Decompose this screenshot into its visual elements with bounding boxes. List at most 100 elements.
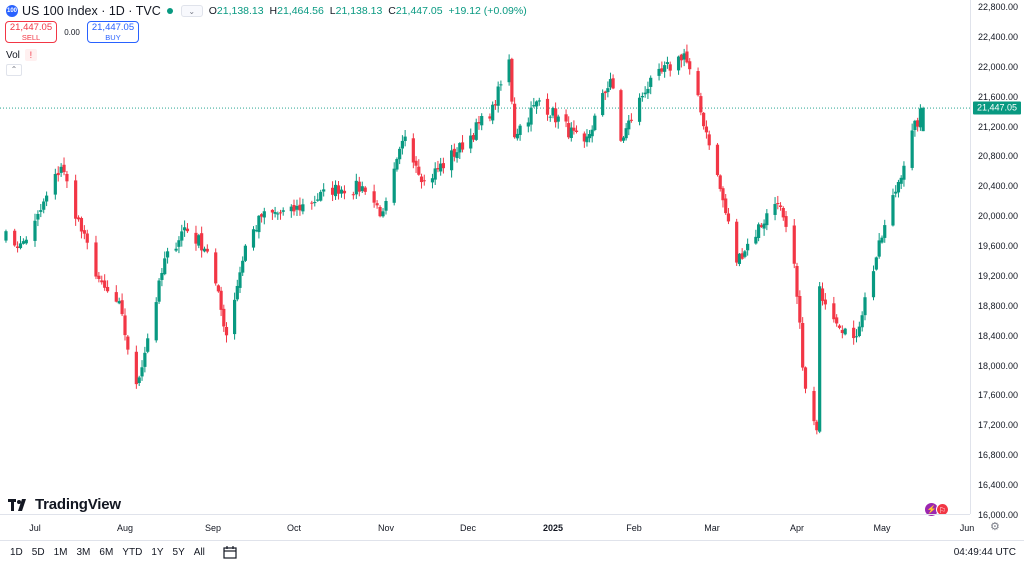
candlestick-chart[interactable]: [0, 0, 970, 514]
us-flag-event-icon[interactable]: ⚐: [936, 503, 949, 516]
range-all-button[interactable]: All: [193, 547, 205, 558]
candle-body: [270, 209, 274, 213]
candle-body: [419, 176, 424, 183]
candle-body: [759, 225, 763, 228]
candle-body: [281, 210, 285, 212]
trade-buttons: 21,447.05 SELL 0.00 21,447.05 BUY: [5, 21, 139, 43]
lightning-event-icon[interactable]: ⚡: [925, 503, 938, 516]
candle-body: [233, 299, 237, 335]
candle-body: [21, 241, 25, 244]
range-6m-button[interactable]: 6M: [99, 547, 114, 558]
candle-body: [913, 120, 917, 131]
candle-body: [765, 213, 769, 226]
candle-body: [39, 210, 43, 212]
sell-price: 21,447.05: [9, 22, 53, 33]
range-ytd-button[interactable]: YTD: [122, 547, 143, 558]
candle-body: [640, 95, 644, 98]
candle-body: [832, 303, 836, 320]
time-tick: Apr: [789, 523, 805, 533]
warning-icon[interactable]: !: [24, 49, 37, 61]
candle-body: [238, 272, 242, 288]
utc-clock[interactable]: 04:49:44 UTC: [953, 547, 1016, 558]
candle-body: [757, 224, 761, 238]
candle-body: [76, 217, 81, 220]
candle-body: [414, 160, 418, 166]
candle-body: [36, 213, 40, 220]
candle-body: [216, 285, 220, 292]
candle-body: [857, 326, 861, 337]
candle-body: [222, 308, 226, 327]
candle-body: [257, 215, 261, 233]
candle-body: [815, 421, 819, 431]
range-1d-button[interactable]: 1D: [10, 547, 23, 558]
sell-button[interactable]: 21,447.05 SELL: [5, 21, 57, 43]
time-tick: Jun: [959, 523, 975, 533]
range-1m-button[interactable]: 1M: [53, 547, 68, 558]
time-axis[interactable]: Jul Aug Sep Oct Nov Dec 2025 Feb Mar Apr May Jun: [0, 514, 974, 540]
market-status-icon[interactable]: [166, 8, 173, 14]
candle-body: [395, 158, 399, 170]
price-tick: 18,800.00: [977, 300, 1018, 311]
range-3m-button[interactable]: 3M: [76, 547, 91, 558]
collapse-legend-icon[interactable]: ⌃: [6, 64, 22, 76]
chart-area[interactable]: 100 US 100 Index · 1D · TVC ⌄ O21,138.13…: [0, 0, 970, 516]
candle-body: [123, 315, 127, 336]
candle-body: [564, 114, 568, 122]
candle-body: [235, 285, 239, 300]
candle-body: [298, 204, 302, 211]
candle-body: [301, 204, 305, 212]
buy-button[interactable]: 21,447.05 BUY: [87, 21, 139, 43]
candle-body: [643, 92, 647, 95]
event-markers[interactable]: ⚡ ⚐: [925, 503, 949, 516]
price-tick: 17,200.00: [977, 420, 1018, 431]
volume-legend[interactable]: Vol !: [6, 49, 37, 61]
candle-body: [202, 248, 207, 252]
candle-body: [295, 205, 299, 210]
range-5y-button[interactable]: 5Y: [172, 547, 185, 558]
candle-body: [436, 168, 440, 170]
candle-body: [477, 122, 481, 124]
candle-body: [15, 246, 20, 248]
open-value: 21,138.13: [216, 5, 264, 17]
candle-body: [874, 257, 878, 270]
calendar-range-icon[interactable]: [223, 546, 237, 559]
candle-body: [585, 136, 589, 143]
range-5d-button[interactable]: 5D: [31, 547, 45, 558]
candle-body: [322, 189, 326, 192]
spread-value: 0.00: [64, 27, 80, 37]
candle-body: [665, 62, 670, 65]
candle-body: [333, 184, 338, 197]
price-tick: 19,200.00: [977, 270, 1018, 281]
candle-body: [499, 84, 503, 86]
candle-body: [126, 336, 130, 350]
candle-body: [513, 103, 517, 138]
volume-label: Vol: [6, 49, 20, 61]
candle-body: [603, 91, 607, 94]
candle-body: [339, 189, 344, 194]
candle-body: [781, 207, 785, 218]
candle-body: [372, 191, 376, 203]
logo-text: TradingView: [35, 496, 121, 513]
candle-body: [880, 237, 884, 243]
candle-body: [737, 253, 742, 264]
candle-body: [507, 59, 511, 83]
axis-settings-icon[interactable]: ⚙: [990, 521, 1000, 533]
candle-body: [59, 166, 63, 173]
candle-body: [624, 128, 628, 139]
price-axis[interactable]: 22,800.00 22,400.00 22,000.00 21,600.00 21,2…: [970, 0, 1024, 520]
last-price-label: 21,447.05: [973, 101, 1021, 115]
candle-body: [330, 187, 335, 195]
candle-body: [262, 211, 266, 218]
candle-body: [433, 168, 437, 180]
candle-body: [582, 133, 586, 142]
price-tick: 19,600.00: [977, 241, 1018, 252]
candle-body: [154, 302, 158, 341]
symbol-title[interactable]: US 100 Index · 1D · TVC: [22, 4, 161, 18]
legend-toggle-button[interactable]: ⌄: [180, 5, 203, 17]
price-tick: 16,800.00: [977, 450, 1018, 461]
candle-body: [649, 77, 653, 87]
candle-body: [100, 280, 104, 283]
tradingview-logo[interactable]: TradingView: [8, 496, 121, 513]
candle-body: [518, 125, 522, 135]
range-1y-button[interactable]: 1Y: [151, 547, 164, 558]
